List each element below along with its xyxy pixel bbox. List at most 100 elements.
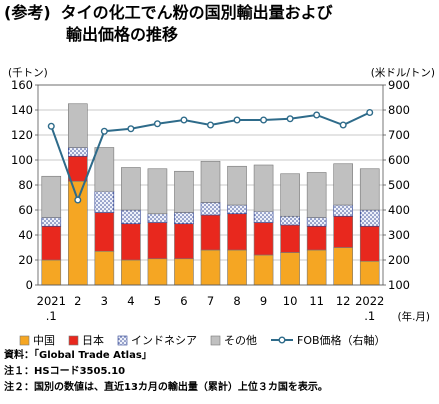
x-tick-label-sub: .1 <box>46 309 57 323</box>
y-left-tick-label: 100 <box>11 153 33 167</box>
y-right-tick-label: 200 <box>388 253 410 267</box>
bar-segment <box>68 155 88 182</box>
y-right-tick-label: 800 <box>388 103 410 117</box>
y-left-tick-label: 80 <box>18 178 33 192</box>
axes: 0 20 40 60 80 100 120 140 160 100 200 300 400 500 600 7… <box>8 66 435 323</box>
x-tick-label: 3 <box>101 294 108 308</box>
x-tick-label: 5 <box>154 294 161 308</box>
fob-point <box>127 125 135 133</box>
legend-label: インドネシア <box>131 334 197 347</box>
bar-segment <box>200 249 221 286</box>
bar-segment <box>121 259 141 286</box>
bar-segment <box>68 103 88 148</box>
note-1: 注１：HSコード3505.10 <box>4 366 126 377</box>
x-tick-label: 2021 <box>37 294 66 308</box>
bar-segment <box>174 223 194 260</box>
x-tick-label: 10 <box>283 294 298 308</box>
fob-point <box>153 120 161 128</box>
bar-segment <box>68 147 88 157</box>
fob-price-line <box>47 108 374 204</box>
legend-label: 中国 <box>33 334 55 347</box>
legend-swatch <box>68 335 79 346</box>
bar-segment <box>147 258 168 286</box>
y-right-tick-label: 900 <box>388 78 410 92</box>
bar-segment <box>253 164 274 212</box>
legend-line-marker <box>278 336 286 344</box>
fob-point <box>366 108 374 116</box>
y-left-unit: (千トン) <box>8 67 48 79</box>
x-tick-label: 6 <box>180 294 187 308</box>
fob-point <box>339 121 347 129</box>
bar-segment <box>227 213 247 251</box>
y-left-tick-label: 20 <box>18 253 33 267</box>
bar-segment <box>94 190 115 213</box>
bar-segment <box>280 215 300 226</box>
bar-segment <box>174 170 194 213</box>
bar-segment <box>41 225 62 261</box>
fob-point <box>313 111 321 119</box>
fob-point <box>180 116 188 124</box>
bar-segment <box>200 214 221 251</box>
y-left-tick-label: 60 <box>18 203 33 217</box>
chart-title: (参考) タイの化工でん粉の国別輸出量および 輸出価格の推移 <box>4 2 436 46</box>
bars <box>41 103 380 286</box>
x-tick-label: 7 <box>207 294 214 308</box>
x-tick-label: 2 <box>74 294 81 308</box>
bar-segment <box>333 215 353 248</box>
bar-segment <box>94 212 115 252</box>
bar-segment <box>174 212 194 225</box>
bar-segment <box>147 213 168 223</box>
bar-segment <box>359 260 380 286</box>
bar-segment <box>333 247 353 286</box>
bar-segment <box>121 223 141 261</box>
fob-point <box>100 127 108 135</box>
bar-segment <box>227 165 247 206</box>
y-left-tick-label: 140 <box>11 103 33 117</box>
bar-segment <box>200 202 221 216</box>
bar-segment <box>41 175 62 218</box>
bar-segment <box>253 254 274 286</box>
y-left-tick-label: 120 <box>11 128 33 142</box>
bar-segment <box>41 217 62 227</box>
y-right-tick-label: 600 <box>388 153 410 167</box>
y-right-tick-label: 100 <box>388 278 410 292</box>
fob-point <box>74 196 82 204</box>
fob-point <box>233 116 241 124</box>
title-line-2: 輸出価格の推移 <box>66 25 179 44</box>
y-right-tick-label: 300 <box>388 228 410 242</box>
bar-segment <box>253 222 274 256</box>
legend-label: その他 <box>224 334 257 347</box>
title-main: タイの化工でん粉の国別輸出量および <box>60 3 333 22</box>
bar-segment <box>147 222 168 260</box>
bar-segment <box>359 225 380 262</box>
bar-segment <box>174 258 194 286</box>
bar-segment <box>41 259 62 286</box>
bar-segment <box>280 252 300 286</box>
y-right-tick-label: 700 <box>388 128 410 142</box>
bar-segment <box>94 147 115 192</box>
bar-segment <box>227 204 247 215</box>
bar-segment <box>333 163 353 206</box>
x-tick-label: 8 <box>233 294 240 308</box>
notes: 資料：「Global Trade Atlas」 注１：HSコード3505.10 … <box>4 348 436 396</box>
bar-segment <box>306 172 327 218</box>
bar-segment <box>280 224 300 253</box>
legend: 中国 日本 インドネシア その他 FOB価格（右軸） <box>19 333 386 347</box>
bar-segment <box>147 168 168 215</box>
bar-segment <box>227 249 247 286</box>
legend-label: 日本 <box>82 333 104 347</box>
y-right-tick-label: 400 <box>388 203 410 217</box>
y-left-tick-label: 160 <box>11 78 33 92</box>
legend-swatch <box>210 335 221 346</box>
fob-point <box>206 121 214 129</box>
x-tick-label: 12 <box>336 294 351 308</box>
bar-segment <box>280 173 300 217</box>
y-left-tick-label: 40 <box>18 228 33 242</box>
note-2: 注２：国別の数値は、直近13カ月の輸出量（累計）上位３カ国を表示。 <box>4 382 328 393</box>
bar-segment <box>94 250 115 286</box>
fob-point <box>286 115 294 123</box>
y-left-tick-label: 0 <box>26 278 33 292</box>
x-tick-label-sub: .1 <box>364 309 375 323</box>
bar-segment <box>121 167 141 211</box>
x-tick-label: 4 <box>127 294 134 308</box>
